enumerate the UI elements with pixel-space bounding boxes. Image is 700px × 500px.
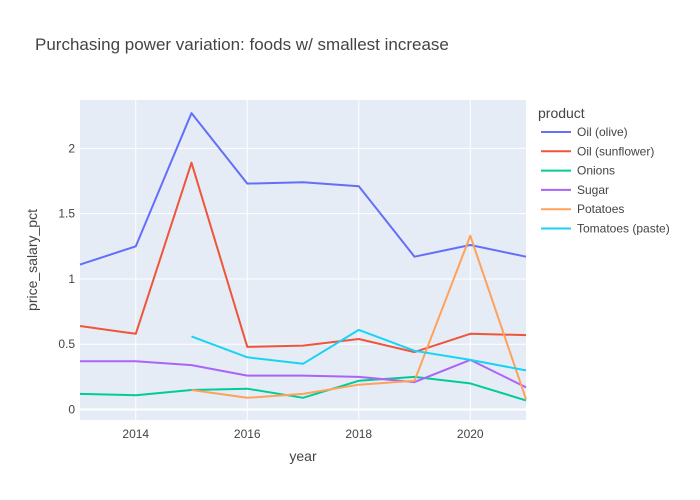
x-axis-title: year: [289, 448, 317, 464]
legend-item-label: Oil (olive): [577, 125, 628, 139]
legend-item-label: Oil (sunflower): [577, 144, 654, 158]
y-tick-label: 0: [68, 403, 75, 417]
legend-item-label: Potatoes: [577, 202, 624, 216]
legend-item-label: Sugar: [577, 183, 609, 197]
series-line: [79, 112, 527, 266]
x-tick-label: 2016: [234, 427, 261, 441]
series-line: [191, 234, 527, 400]
x-tick-label: 2014: [122, 427, 149, 441]
legend-item-label: Onions: [577, 164, 615, 178]
x-tick-label: 2020: [457, 427, 484, 441]
x-axis-ticks: 2014 2016 2018 2020: [122, 427, 484, 441]
legend-title: product: [538, 105, 585, 121]
y-tick-label: 1.5: [58, 207, 75, 221]
legend: product Oil (olive) Oil (sunflower) Onions…: [538, 105, 670, 236]
series-line: [80, 358, 527, 389]
chart-title: Purchasing power variation: foods w/ sma…: [35, 35, 449, 54]
x-tick-label: 2018: [345, 427, 372, 441]
series-line: [79, 161, 527, 354]
y-tick-label: 1: [68, 272, 75, 286]
legend-item-label: Tomatoes (paste): [577, 222, 670, 236]
gridlines: [80, 100, 526, 420]
y-axis-ticks: 0 0.5 1 1.5 2: [58, 141, 75, 416]
series-line: [79, 375, 527, 402]
series-lines: [79, 112, 527, 402]
y-tick-label: 0.5: [58, 337, 75, 351]
series-line: [191, 328, 527, 372]
y-axis-title: price_salary_pct: [24, 209, 40, 311]
y-tick-label: 2: [68, 141, 75, 155]
